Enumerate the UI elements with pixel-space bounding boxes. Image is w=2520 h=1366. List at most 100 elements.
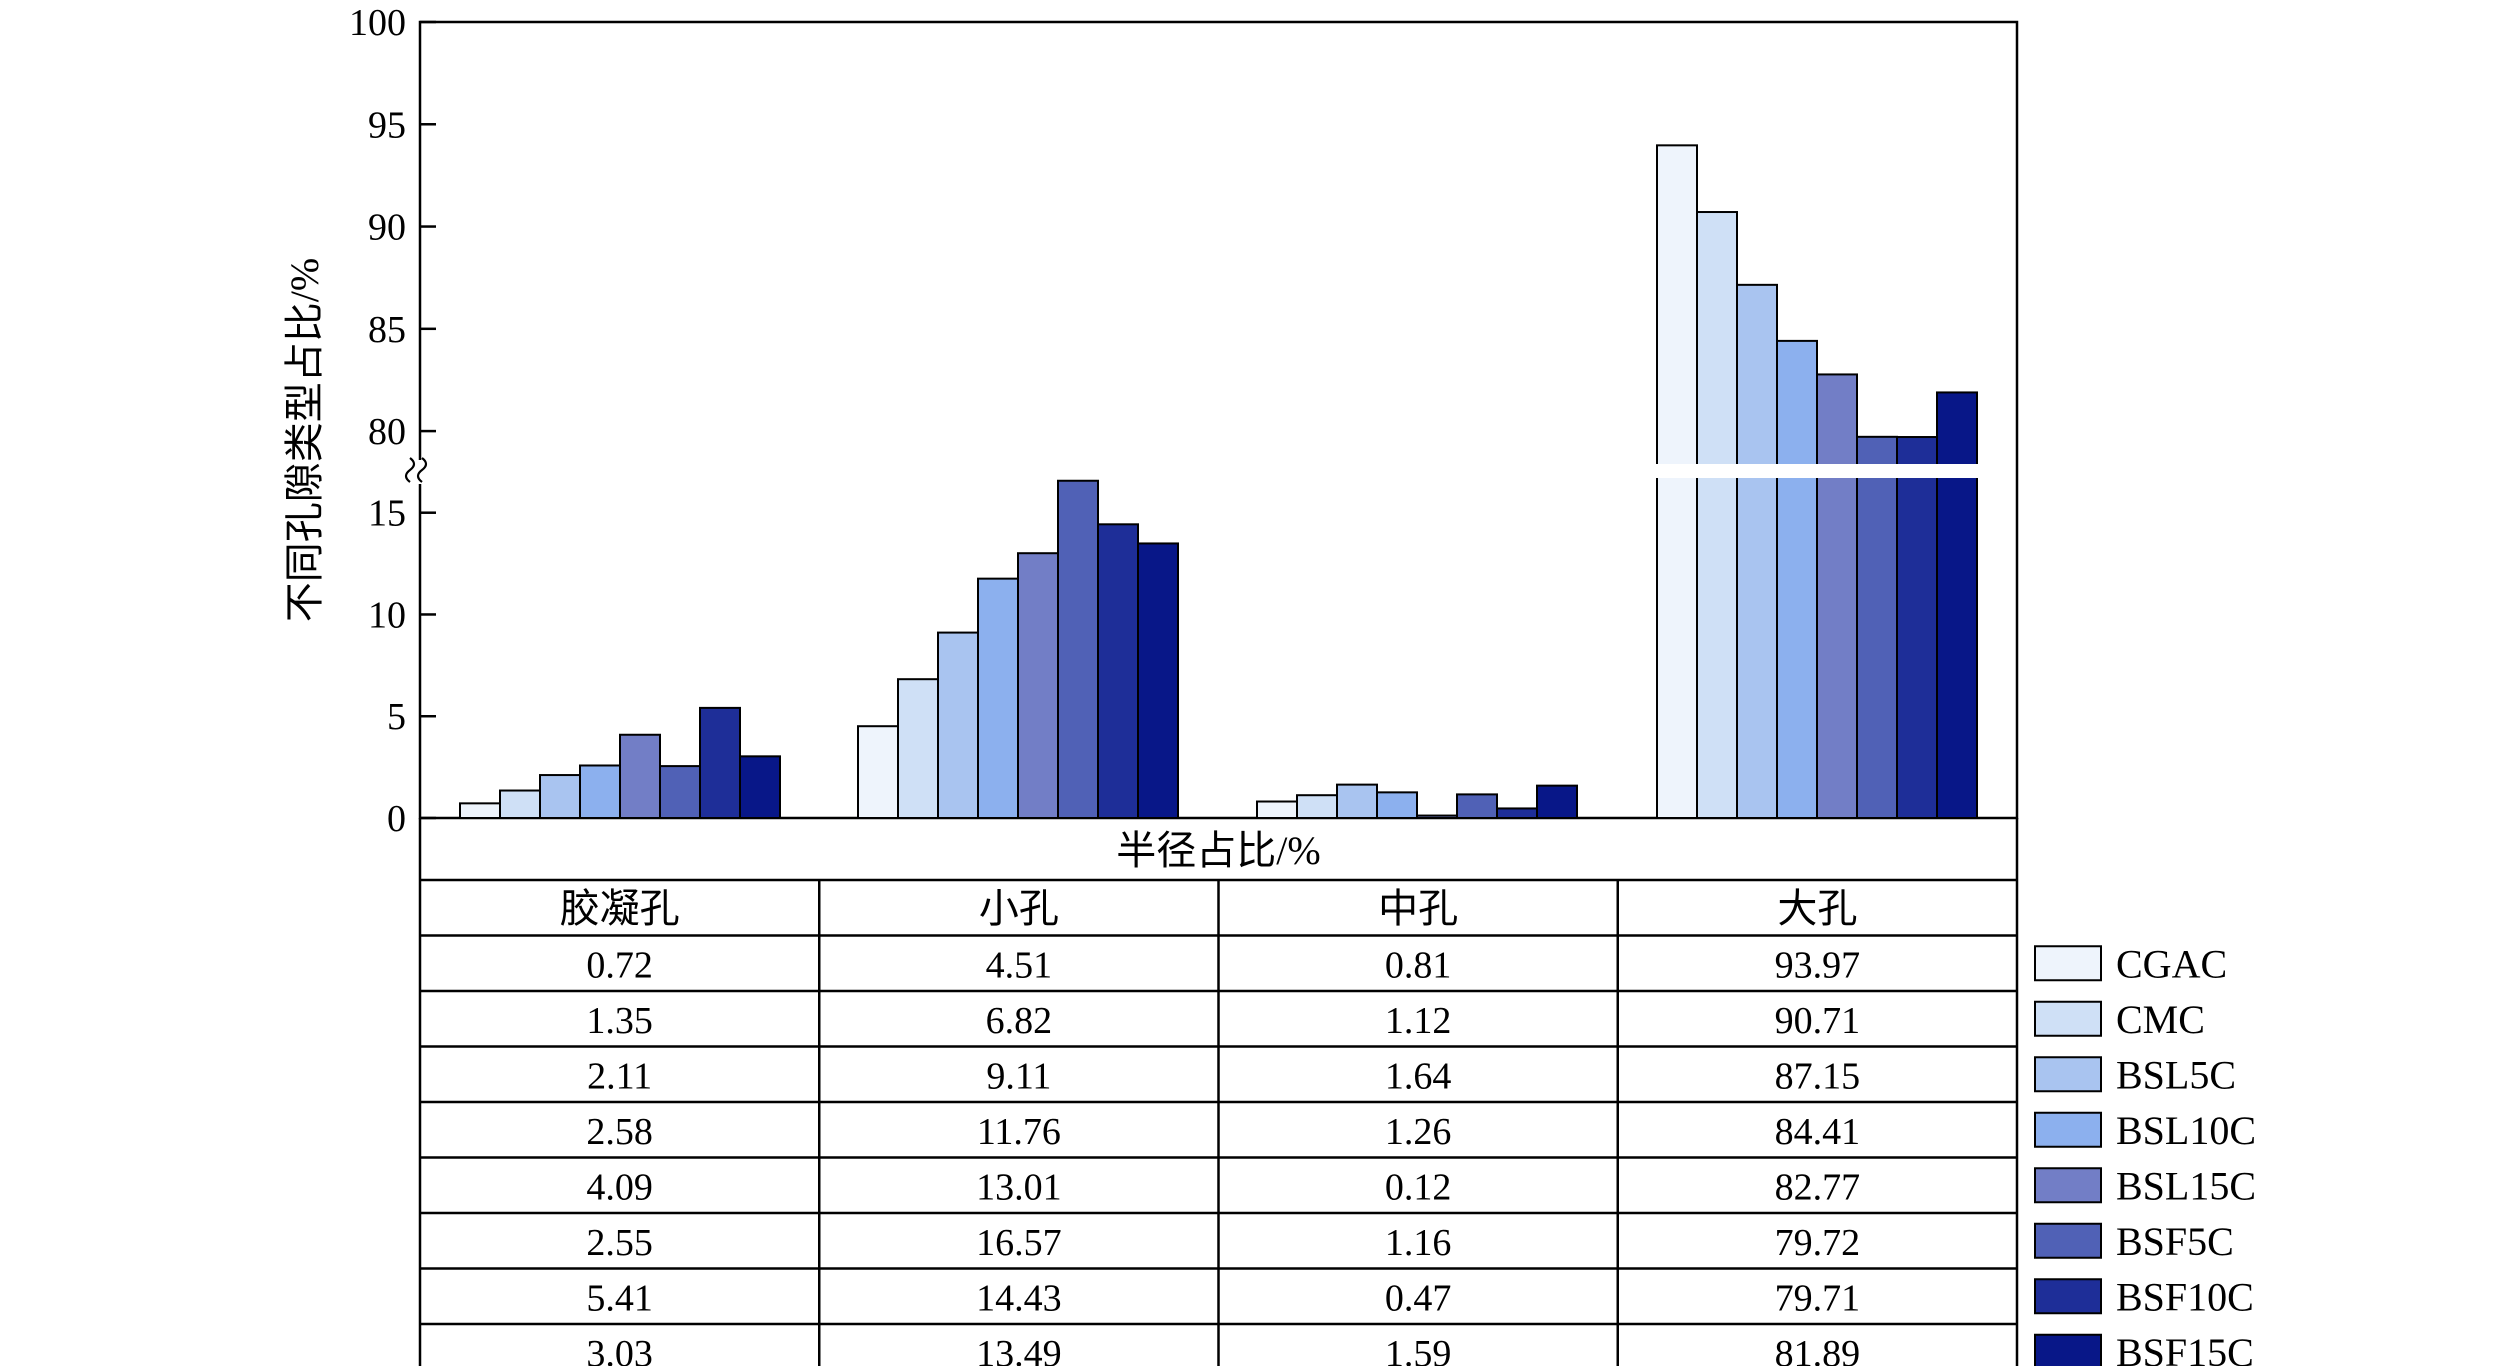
table-cell: 13.49 xyxy=(976,1333,1062,1366)
table-cell: 0.72 xyxy=(586,945,653,987)
category-label: 胶凝孔 xyxy=(560,886,680,931)
bar-bsl5c-1 xyxy=(937,631,979,820)
table-cell: 84.41 xyxy=(1775,1111,1861,1153)
legend-item-bsl5c: BSL5C xyxy=(2034,1052,2236,1097)
legend-swatch xyxy=(2034,1278,2102,1315)
axis-break-symbol xyxy=(404,457,432,484)
bar-bsf15c-2 xyxy=(1536,784,1578,819)
table-cell: 13.01 xyxy=(976,1167,1062,1209)
legend-swatch xyxy=(2034,1222,2102,1259)
category-label: 中孔 xyxy=(1378,886,1458,931)
table-cell: 90.71 xyxy=(1775,1000,1861,1042)
bar-bsf10c-2 xyxy=(1496,807,1538,820)
table-cell: 93.97 xyxy=(1775,945,1861,987)
bar-bsl15c-1 xyxy=(1017,552,1059,820)
bar-bsl15c-3 xyxy=(1816,373,1858,819)
bar-bsf15c-3 xyxy=(1936,391,1978,819)
x-axis-title: 半径占比/% xyxy=(1116,828,1320,873)
bar-bsl10c-2 xyxy=(1376,791,1418,819)
bar-bsf15c-0 xyxy=(739,755,781,819)
legend-swatch xyxy=(2034,1056,2102,1093)
bar-cmc-2 xyxy=(1296,794,1338,820)
bar-bsl5c-2 xyxy=(1336,783,1378,819)
table-cell: 1.12 xyxy=(1385,1000,1452,1042)
y-tick-label: 10 xyxy=(368,594,406,636)
bar-bsf10c-1 xyxy=(1097,523,1139,819)
bar-bsf5c-0 xyxy=(659,765,701,819)
category-label: 小孔 xyxy=(979,886,1059,931)
table-cell: 81.89 xyxy=(1775,1333,1861,1366)
legend-label: BSF15C xyxy=(2116,1330,2254,1366)
bar-cgac-3 xyxy=(1656,144,1698,820)
legend-label: BSL5C xyxy=(2116,1052,2236,1097)
y-tick-label: 15 xyxy=(368,493,406,535)
table-cell: 87.15 xyxy=(1775,1056,1861,1098)
bar-bsl10c-1 xyxy=(977,577,1019,819)
bar-cgac-1 xyxy=(857,725,899,820)
bar-bsl5c-3 xyxy=(1736,283,1778,820)
bar-cmc-3 xyxy=(1696,211,1738,820)
table-cell: 9.11 xyxy=(986,1056,1051,1098)
legend-swatch xyxy=(2034,945,2102,982)
y-tick-label: 85 xyxy=(368,309,406,351)
bar-bsf5c-2 xyxy=(1456,793,1498,819)
bar-bsf10c-0 xyxy=(699,706,741,819)
legend-swatch xyxy=(2034,1333,2102,1366)
bar-cgac-2 xyxy=(1256,800,1298,819)
legend-label: CMC xyxy=(2116,997,2205,1042)
table-cell: 1.59 xyxy=(1385,1333,1452,1366)
plot-frame xyxy=(418,20,2019,820)
bar-bsl10c-3 xyxy=(1776,339,1818,819)
table-cell: 0.12 xyxy=(1385,1167,1452,1209)
bar-bsl15c-0 xyxy=(619,733,661,819)
bar-bsf5c-3 xyxy=(1856,435,1898,819)
table-cell: 16.57 xyxy=(976,1222,1062,1264)
table-cell: 5.41 xyxy=(586,1278,653,1320)
bar-bsf15c-1 xyxy=(1137,542,1179,820)
y-axis-title: 不同孔隙类型占比/% xyxy=(282,258,327,622)
table-cell: 2.11 xyxy=(587,1056,652,1098)
table-cell: 2.55 xyxy=(586,1222,653,1264)
legend-item-bsl15c: BSL15C xyxy=(2034,1163,2256,1208)
legend-label: BSL15C xyxy=(2116,1163,2256,1208)
legend-label: BSL10C xyxy=(2116,1108,2256,1153)
y-tick-label: 90 xyxy=(368,207,406,249)
legend-swatch xyxy=(2034,1000,2102,1037)
bar-bsf5c-1 xyxy=(1057,479,1099,819)
y-tick-label: 80 xyxy=(368,411,406,453)
legend-item-bsl10c: BSL10C xyxy=(2034,1108,2256,1153)
table-cell: 11.76 xyxy=(977,1111,1061,1153)
legend-item-cmc: CMC xyxy=(2034,997,2205,1042)
table-cell: 0.47 xyxy=(1385,1278,1452,1320)
table-cell: 4.09 xyxy=(586,1167,653,1209)
bar-cmc-0 xyxy=(499,789,541,820)
table-cell: 79.72 xyxy=(1775,1222,1861,1264)
legend-item-cgac: CGAC xyxy=(2034,941,2227,986)
table-cell: 14.43 xyxy=(976,1278,1062,1320)
legend-item-bsf5c: BSF5C xyxy=(2034,1219,2234,1264)
y-tick-label: 5 xyxy=(387,696,406,738)
table-cell: 4.51 xyxy=(986,945,1053,987)
legend-label: CGAC xyxy=(2116,941,2227,986)
bar-bsl15c-2 xyxy=(1416,814,1458,819)
table-cell: 1.16 xyxy=(1385,1222,1452,1264)
bar-bsl10c-0 xyxy=(579,764,621,820)
table-cell: 1.26 xyxy=(1385,1111,1452,1153)
legend-label: BSF5C xyxy=(2116,1219,2234,1264)
bar-break-gap xyxy=(1653,464,1981,478)
table-cell: 79.71 xyxy=(1775,1278,1861,1320)
legend-item-bsf10c: BSF10C xyxy=(2034,1274,2254,1319)
y-tick-label: 100 xyxy=(349,2,406,44)
bar-cmc-1 xyxy=(897,678,939,819)
bar-bsl5c-0 xyxy=(539,774,581,820)
legend-label: BSF10C xyxy=(2116,1274,2254,1319)
y-tick-label: 95 xyxy=(368,104,406,146)
table-cell: 82.77 xyxy=(1775,1167,1861,1209)
table-cell: 3.03 xyxy=(586,1333,653,1366)
bar-bsf10c-3 xyxy=(1896,436,1938,819)
category-label: 大孔 xyxy=(1777,886,1857,931)
table-cell: 1.64 xyxy=(1385,1056,1452,1098)
table-cell: 0.81 xyxy=(1385,945,1452,987)
y-tick-label: 0 xyxy=(387,798,406,840)
